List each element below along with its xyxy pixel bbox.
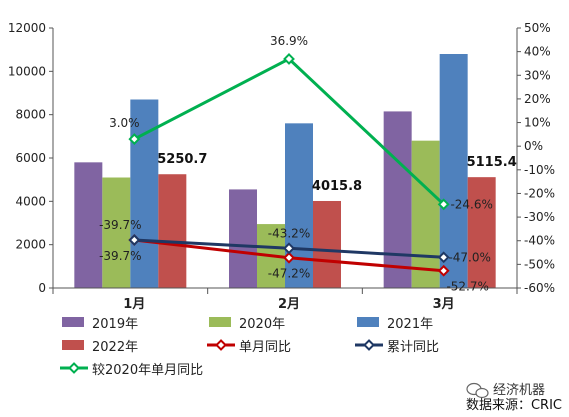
line-marker xyxy=(283,251,295,264)
bar-2022-value-label: 5250.7 xyxy=(157,152,207,167)
left-tick-label: 12000 xyxy=(8,21,46,35)
legend-marker xyxy=(215,339,227,351)
right-tick-label: -10% xyxy=(524,163,555,177)
legend-label: 单月同比 xyxy=(239,340,291,355)
legend-swatch xyxy=(357,317,379,327)
bar-2019-3 xyxy=(383,111,412,289)
bar-2021-1 xyxy=(130,99,159,288)
left-tick-label: 6000 xyxy=(15,151,46,165)
line-value-label: -39.7% xyxy=(99,249,141,263)
right-tick-label: 50% xyxy=(524,21,551,35)
legend-label: 2021年 xyxy=(387,317,433,332)
legend-label: 2022年 xyxy=(92,340,138,355)
bar-2022-3 xyxy=(467,177,496,288)
right-tick-label: 10% xyxy=(524,116,551,130)
legend-marker xyxy=(363,339,375,351)
line-marker xyxy=(437,264,450,277)
bar-2022-2 xyxy=(313,200,341,288)
x-tick-label: 2月 xyxy=(278,297,300,312)
line-series xyxy=(128,53,450,277)
line-marker xyxy=(128,133,141,146)
right-y-axis: -60% -50% -40% -30% -20% -10% 0% 10% 20% 30% 40% 50… xyxy=(516,21,555,295)
line-value-label: -52.7% xyxy=(446,280,488,294)
line-value-label: 3.0% xyxy=(109,116,140,130)
line-marker xyxy=(437,198,450,211)
left-tick-label: 4000 xyxy=(15,194,46,208)
line-marker xyxy=(128,234,141,246)
legend-label: 累计同比 xyxy=(387,340,439,355)
right-tick-label: 0% xyxy=(524,139,543,153)
legend-swatch xyxy=(209,317,231,327)
left-y-axis: 0 2000 4000 6000 8000 10000 12000 xyxy=(8,21,54,295)
line-marker xyxy=(283,53,295,65)
bar-2022-value-label: 5115.4 xyxy=(467,155,517,170)
left-tick-label: 0 xyxy=(38,281,46,295)
bar-2020-3 xyxy=(411,140,440,288)
right-tick-label: -60% xyxy=(524,281,555,295)
right-tick-label: 20% xyxy=(524,92,551,106)
x-axis: 1月 2月 3月 xyxy=(52,287,518,312)
x-tick-label: 3月 xyxy=(433,297,455,312)
line-marker xyxy=(283,242,295,255)
bar-2022-1 xyxy=(158,174,187,288)
line-value-label: -43.2% xyxy=(268,226,310,240)
right-tick-label: -30% xyxy=(524,210,555,224)
line-value-label: -47.2% xyxy=(268,267,310,281)
legend-swatch xyxy=(62,340,84,350)
watermark: 经济机器 xyxy=(466,382,545,399)
line-value-label: -24.6% xyxy=(450,197,492,211)
line-value-label: 36.9% xyxy=(270,34,308,48)
right-tick-label: 40% xyxy=(524,45,551,59)
line-marker xyxy=(437,251,450,264)
line-value-label: -47.0% xyxy=(448,250,490,264)
right-tick-label: -40% xyxy=(524,234,555,248)
legend-label: 2019年 xyxy=(92,317,138,332)
right-tick-label: 30% xyxy=(524,68,551,82)
left-tick-label: 8000 xyxy=(15,108,46,122)
watermark-text: 经济机器 xyxy=(493,383,545,398)
left-tick-label: 2000 xyxy=(15,238,46,252)
x-tick-label: 1月 xyxy=(123,297,145,312)
bar-2021-3 xyxy=(439,54,468,288)
legend-marker xyxy=(68,362,80,374)
line-value-label: -39.7% xyxy=(99,218,141,232)
legend-label: 较2020年单月同比 xyxy=(92,363,203,378)
right-tick-label: -20% xyxy=(524,186,555,200)
bar-2019-1 xyxy=(74,162,103,288)
data-labels: 5250.7 4015.8 5115.4 -39.7% -47.2% -52.7% -39.… xyxy=(99,34,517,294)
legend-swatch xyxy=(62,317,84,327)
source-text: 数据来源：CRIC xyxy=(466,398,562,413)
bar-2020-1 xyxy=(102,177,131,288)
wechat-icon xyxy=(466,382,489,399)
right-tick-label: -50% xyxy=(524,257,555,271)
bar-2022-value-label: 4015.8 xyxy=(312,179,362,194)
legend-label: 2020年 xyxy=(239,317,285,332)
left-tick-label: 10000 xyxy=(8,64,46,78)
bar-2019-2 xyxy=(229,189,257,288)
